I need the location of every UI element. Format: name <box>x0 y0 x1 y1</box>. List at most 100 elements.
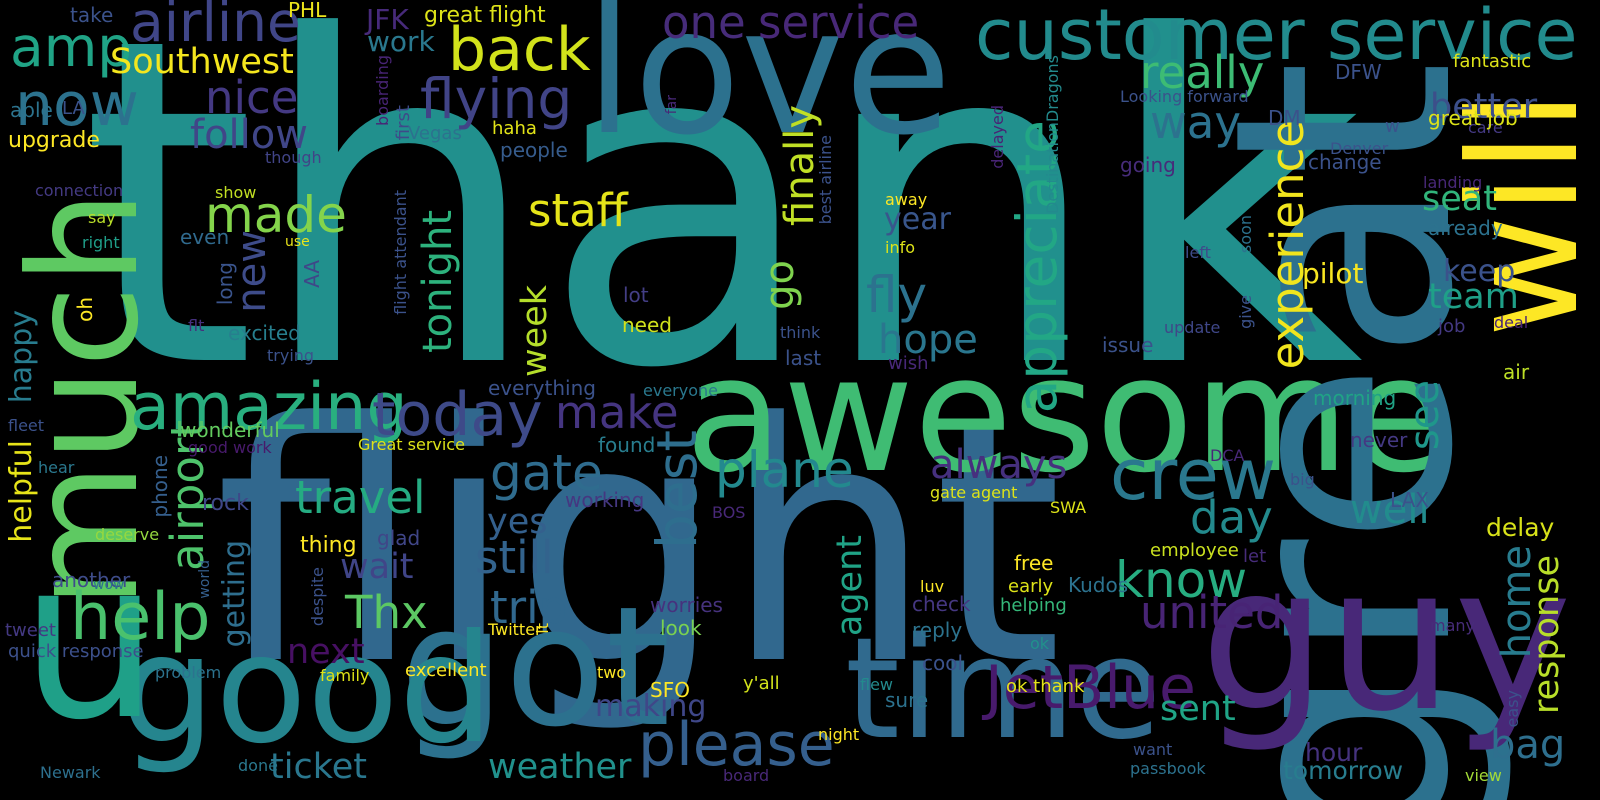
cloud-word: landing <box>1423 173 1483 192</box>
cloud-word: JetBlue <box>985 653 1196 723</box>
cloud-word: despite <box>308 567 327 627</box>
cloud-word: excellent <box>405 660 487 681</box>
cloud-word: help <box>70 580 211 655</box>
cloud-word: best <box>645 430 709 549</box>
cloud-word: able <box>10 98 53 122</box>
cloud-word: time <box>845 608 1162 771</box>
cloud-word: Vegas <box>408 123 462 144</box>
cloud-word: Thx <box>345 586 428 639</box>
cloud-word: update <box>1164 318 1221 337</box>
cloud-word: crew <box>1110 434 1277 516</box>
cloud-word: plane <box>715 441 854 499</box>
cloud-word: go <box>757 260 803 310</box>
cloud-word: luv <box>920 577 945 596</box>
cloud-word: wish <box>888 353 929 374</box>
cloud-word: y'all <box>743 673 780 694</box>
cloud-word: trying <box>267 346 315 365</box>
cloud-word: boarding <box>373 55 392 126</box>
cloud-word: passbook <box>1130 759 1206 778</box>
cloud-word: tonight <box>415 210 461 354</box>
cloud-word: fantastic <box>1453 51 1532 72</box>
cloud-word: now <box>15 70 139 140</box>
cloud-word: excited <box>228 321 301 345</box>
cloud-word: amp <box>10 15 133 79</box>
cloud-word: already <box>1428 216 1503 240</box>
cloud-word: keep <box>1443 254 1516 289</box>
cloud-word: info <box>885 238 916 257</box>
cloud-word: seat <box>1422 179 1497 219</box>
cloud-word: weather <box>488 747 632 787</box>
cloud-word: hear <box>38 458 75 477</box>
cloud-word: got <box>400 571 671 763</box>
cloud-word: gate agent <box>930 483 1018 502</box>
cloud-word: give <box>1236 295 1255 329</box>
cloud-word: staff <box>528 184 628 237</box>
cloud-word: week <box>515 285 555 377</box>
cloud-word: u <box>20 512 160 768</box>
cloud-word: wait <box>340 547 414 587</box>
cloud-word: Great service <box>358 435 465 454</box>
cloud-word: care <box>1468 118 1503 137</box>
cloud-word: thank <box>80 0 1364 467</box>
cloud-word: though <box>265 148 322 167</box>
cloud-word: really <box>1140 46 1265 99</box>
cloud-word: two <box>597 663 627 682</box>
cloud-word: please <box>638 710 835 780</box>
cloud-word: great job <box>1428 106 1518 130</box>
cloud-word: united <box>1140 586 1284 639</box>
cloud-word: agent <box>830 535 870 637</box>
cloud-word: hour <box>1305 738 1363 767</box>
cloud-word: finally <box>777 105 823 226</box>
cloud-word: delayed <box>988 105 1007 169</box>
cloud-word: morning <box>1313 386 1397 410</box>
cloud-word: haha <box>492 118 537 139</box>
cloud-word: working <box>565 488 645 512</box>
cloud-word: issue <box>1102 333 1154 357</box>
cloud-word: getting <box>217 540 252 648</box>
cloud-word: easy <box>1503 690 1522 728</box>
cloud-word: away <box>885 190 928 209</box>
cloud-word: DFW <box>1335 60 1382 84</box>
cloud-word: know <box>1115 551 1248 609</box>
cloud-word: cool <box>922 651 964 675</box>
cloud-word: soon <box>1236 215 1255 254</box>
cloud-word: year <box>884 202 951 237</box>
cloud-word: fleet <box>8 416 45 435</box>
cloud-word: look <box>660 616 702 640</box>
cloud-word: flight attendant <box>391 190 410 315</box>
cloud-word: family <box>320 666 370 685</box>
cloud-word: pilot <box>1302 257 1364 290</box>
cloud-word: today <box>372 380 543 450</box>
cloud-word: going <box>1120 153 1176 177</box>
cloud-word: great flight <box>424 3 546 28</box>
cloud-word: flight <box>215 353 1063 737</box>
cloud-word: JFK <box>366 3 409 36</box>
cloud-word: done <box>238 756 278 775</box>
cloud-word: Denver <box>1330 139 1389 158</box>
cloud-word: never <box>1350 428 1408 452</box>
cloud-word: nice <box>205 71 299 124</box>
cloud-word: hope <box>878 317 978 363</box>
cloud-word: check <box>912 592 971 616</box>
cloud-word: many <box>1430 616 1475 635</box>
cloud-word: gate <box>490 444 603 502</box>
cloud-word: show <box>215 183 257 202</box>
cloud-word: better <box>1430 87 1538 127</box>
cloud-word: trip <box>490 581 568 634</box>
cloud-word: long <box>213 262 237 306</box>
cloud-word: view <box>1465 766 1502 785</box>
cloud-word: free <box>1014 551 1054 575</box>
cloud-word: customer service <box>975 0 1578 76</box>
cloud-word: new <box>229 230 275 313</box>
cloud-word: wonderful <box>180 418 280 442</box>
cloud-word: oh <box>73 297 97 322</box>
cloud-word: glad <box>377 526 421 550</box>
cloud-word: good <box>120 603 494 777</box>
cloud-word: fly <box>866 266 928 324</box>
cloud-word: Kudos <box>1068 573 1129 597</box>
cloud-word: LAX <box>1390 488 1429 512</box>
cloud-word: well <box>1350 487 1430 533</box>
cloud-word: making <box>595 689 707 724</box>
cloud-word: DestinationDragons <box>1043 55 1062 214</box>
